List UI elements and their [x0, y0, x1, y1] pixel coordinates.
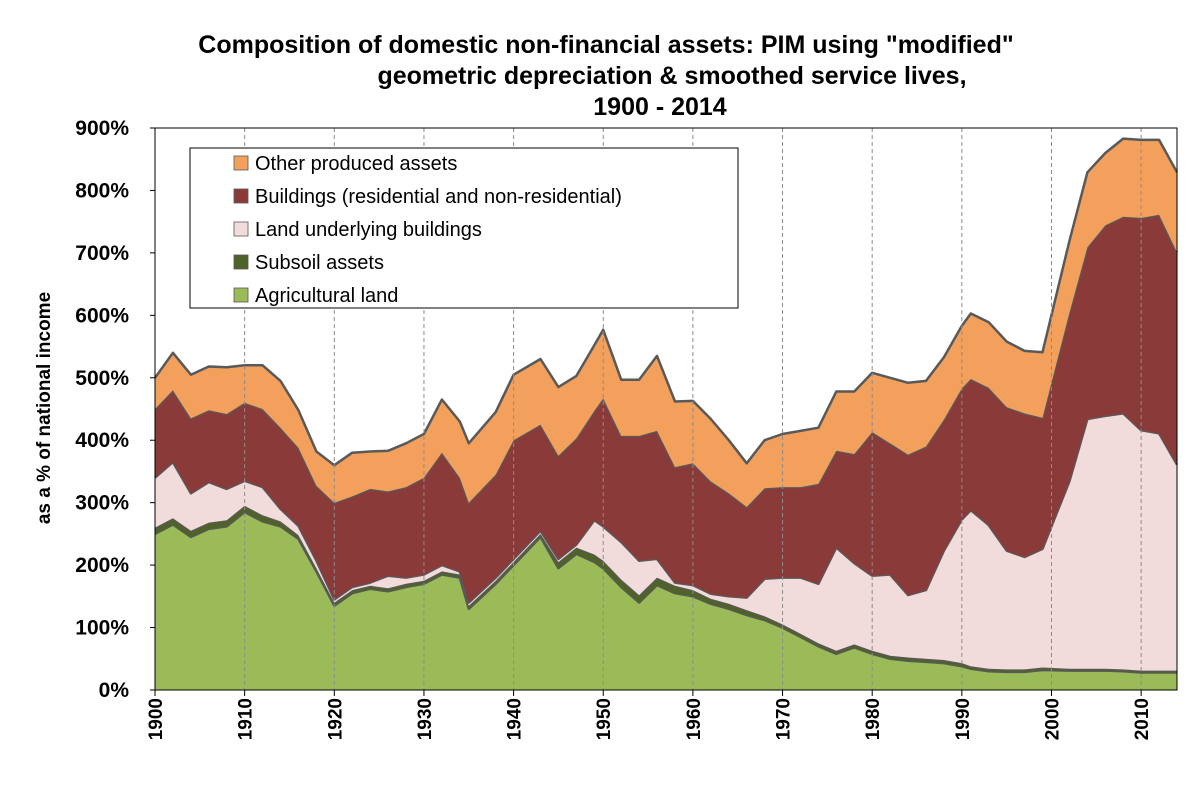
y-tick-label-0: 0%	[99, 679, 130, 702]
x-tick-label-1960: 1960	[684, 698, 705, 740]
area-agricultural-land	[155, 512, 1177, 690]
x-tick-label-1940: 1940	[505, 698, 526, 740]
x-tick-label-1970: 1970	[774, 698, 795, 740]
y-tick-label-8: 800%	[75, 179, 129, 202]
stacked-areas	[153, 137, 1179, 690]
y-tick-label-6: 600%	[75, 304, 129, 327]
chart-title-line-2: geometric depreciation & smoothed servic…	[377, 62, 966, 90]
y-axis-ticks: 0% 100% 200% 300% 400% 500% 600% 700% 800% 900%	[75, 117, 155, 702]
x-tick-label-1980: 1980	[863, 698, 884, 740]
x-tick-label-2000: 2000	[1042, 698, 1063, 740]
legend-label-land-underlying-buildings: Land underlying buildings	[255, 219, 482, 241]
x-tick-label-2010: 2010	[1132, 698, 1153, 740]
x-axis-ticks: 1900 1910 1920 1930 1940 1950 1960 1970 1980 1990…	[146, 690, 1153, 740]
x-tick-label-1910: 1910	[236, 698, 257, 740]
y-tick-label-3: 300%	[75, 492, 129, 515]
legend-swatch-agricultural-land	[233, 287, 249, 303]
y-tick-label-4: 400%	[75, 429, 129, 452]
chart-title-line-3: 1900 - 2014	[593, 93, 727, 121]
legend-swatch-land-underlying-buildings	[233, 221, 249, 237]
area-buildings-residential-and-non-residential	[155, 214, 1177, 603]
x-tick-label-1930: 1930	[415, 698, 436, 740]
legend: Other produced assets Buildings (resident…	[189, 147, 739, 309]
y-tick-label-5: 500%	[75, 367, 129, 390]
y-tick-label-9: 900%	[75, 117, 129, 140]
legend-box	[189, 147, 739, 309]
chart-title: Composition of domestic non-financial as…	[198, 31, 1013, 121]
legend-label-buildings-residential-and-non-residential: Buildings (residential and non-residenti…	[255, 186, 622, 208]
y-axis-label: as a % of national income	[34, 292, 55, 524]
y-tick-label-2: 200%	[75, 554, 129, 577]
legend-swatch-buildings-residential-and-non-residential	[233, 188, 249, 204]
legend-swatch-subsoil-assets	[233, 254, 249, 270]
legend-swatch-other-produced-assets	[233, 155, 249, 171]
legend-label-agricultural-land: Agricultural land	[255, 285, 398, 307]
x-tick-label-1950: 1950	[594, 698, 615, 740]
legend-label-subsoil-assets: Subsoil assets	[255, 252, 384, 274]
y-tick-label-7: 700%	[75, 242, 129, 265]
plot-frame	[154, 127, 1178, 691]
legend-label-other-produced-assets: Other produced assets	[255, 153, 457, 175]
area-other-produced-assets	[155, 138, 1177, 507]
x-tick-label-1900: 1900	[146, 698, 167, 740]
x-tick-label-1990: 1990	[953, 698, 974, 740]
area-edge-other-produced-assets	[153, 137, 1179, 467]
chart-title-line-1: Composition of domestic non-financial as…	[198, 31, 1013, 59]
y-tick-label-1: 100%	[75, 617, 129, 640]
area-land-underlying-buildings	[155, 413, 1177, 671]
x-tick-label-1920: 1920	[325, 698, 346, 740]
